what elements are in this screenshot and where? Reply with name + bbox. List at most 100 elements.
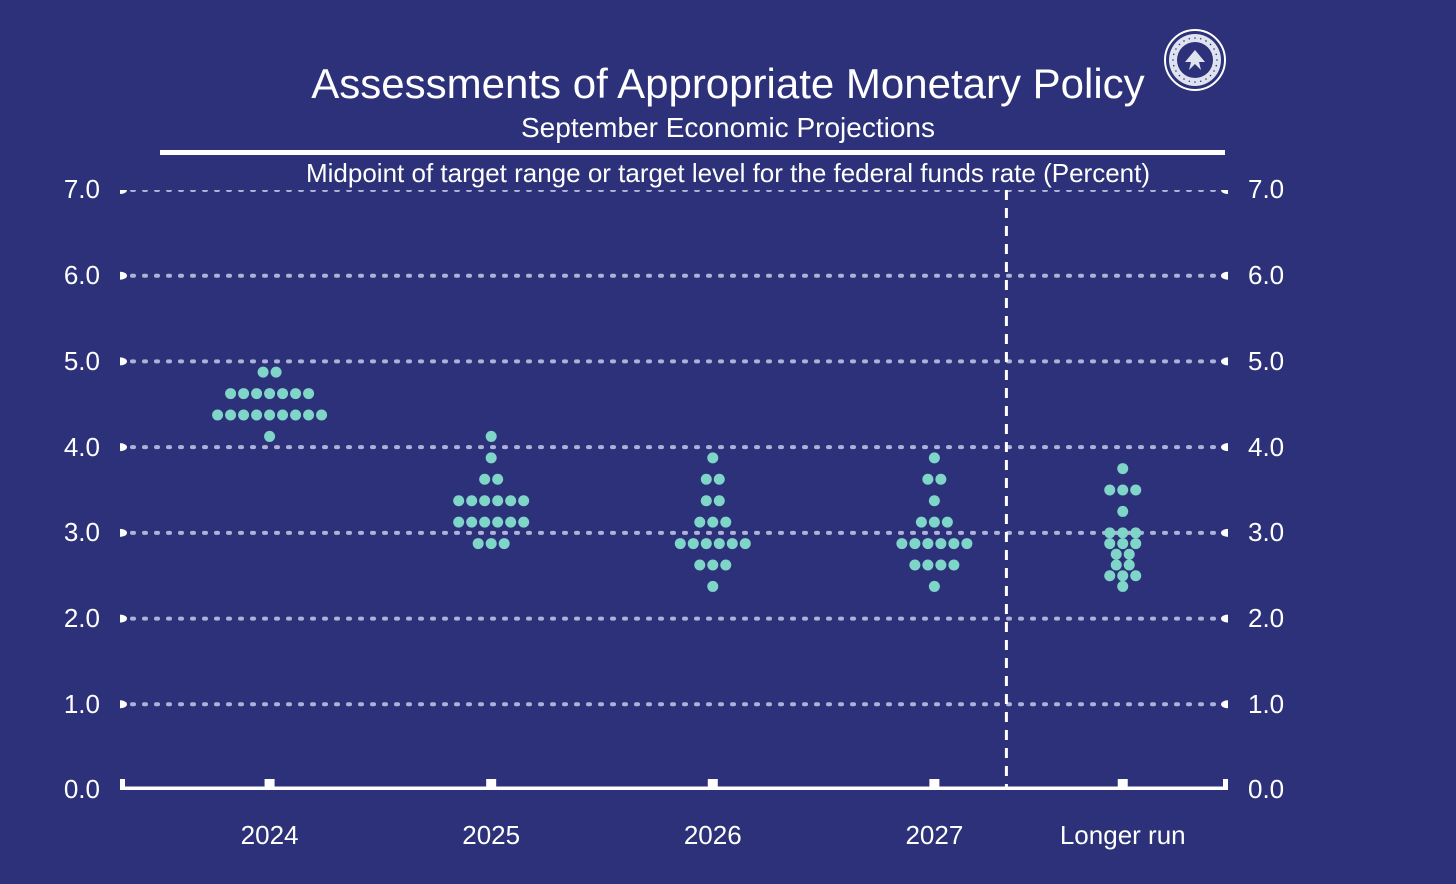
y-tick-label-right: 5.0 bbox=[1248, 346, 1284, 377]
dot bbox=[303, 410, 314, 421]
dot bbox=[290, 388, 301, 399]
dot bbox=[238, 388, 249, 399]
y-tick-label-right: 7.0 bbox=[1248, 174, 1284, 205]
y-tick-label-right: 2.0 bbox=[1248, 603, 1284, 634]
dot bbox=[1117, 506, 1128, 517]
dot bbox=[942, 517, 953, 528]
y-tick-label-right: 3.0 bbox=[1248, 517, 1284, 548]
dot bbox=[714, 495, 725, 506]
y-tick-label-left: 0.0 bbox=[50, 774, 100, 805]
dot bbox=[922, 538, 933, 549]
dot bbox=[277, 388, 288, 399]
dot bbox=[264, 431, 275, 442]
dot bbox=[258, 367, 269, 378]
dot bbox=[486, 431, 497, 442]
dot bbox=[271, 367, 282, 378]
dot bbox=[701, 474, 712, 485]
dot bbox=[264, 388, 275, 399]
dot bbox=[518, 495, 529, 506]
chart-axis-title: Midpoint of target range or target level… bbox=[0, 158, 1456, 189]
dot bbox=[1117, 538, 1128, 549]
dot bbox=[1104, 527, 1115, 538]
dot bbox=[316, 410, 327, 421]
dot bbox=[701, 495, 712, 506]
dot bbox=[486, 538, 497, 549]
dot bbox=[727, 538, 738, 549]
dot bbox=[720, 560, 731, 571]
dot bbox=[264, 410, 275, 421]
dot bbox=[453, 517, 464, 528]
chart-title: Assessments of Appropriate Monetary Poli… bbox=[0, 60, 1456, 108]
dot bbox=[701, 538, 712, 549]
federal-reserve-seal-icon bbox=[1161, 26, 1229, 94]
dot bbox=[948, 560, 959, 571]
dot bbox=[1124, 560, 1135, 571]
dot bbox=[909, 560, 920, 571]
y-tick-label-right: 1.0 bbox=[1248, 689, 1284, 720]
dot bbox=[1104, 570, 1115, 581]
dot bbox=[212, 410, 223, 421]
dot bbox=[1130, 527, 1141, 538]
dot bbox=[929, 495, 940, 506]
x-tick-label: 2025 bbox=[462, 820, 520, 851]
y-tick-label-left: 1.0 bbox=[50, 689, 100, 720]
dot bbox=[1117, 527, 1128, 538]
dot bbox=[1130, 485, 1141, 496]
dot bbox=[225, 410, 236, 421]
dot bbox=[909, 538, 920, 549]
dot bbox=[303, 388, 314, 399]
dot bbox=[929, 581, 940, 592]
dot bbox=[492, 495, 503, 506]
dot bbox=[492, 517, 503, 528]
y-tick-label-left: 5.0 bbox=[50, 346, 100, 377]
dot bbox=[1130, 570, 1141, 581]
x-tick-label: 2027 bbox=[905, 820, 963, 851]
chart-subtitle: September Economic Projections bbox=[0, 112, 1456, 144]
dot bbox=[466, 495, 477, 506]
dot bbox=[707, 581, 718, 592]
dot bbox=[492, 474, 503, 485]
dot bbox=[1117, 570, 1128, 581]
dot bbox=[466, 517, 477, 528]
dot bbox=[694, 560, 705, 571]
dot bbox=[505, 517, 516, 528]
dot bbox=[251, 388, 262, 399]
dot bbox=[935, 538, 946, 549]
dot bbox=[916, 517, 927, 528]
dot bbox=[1117, 485, 1128, 496]
dot bbox=[961, 538, 972, 549]
dot bbox=[1117, 581, 1128, 592]
dot bbox=[479, 495, 490, 506]
dot bbox=[1124, 549, 1135, 560]
dot bbox=[499, 538, 510, 549]
y-tick-label-left: 6.0 bbox=[50, 260, 100, 291]
dot bbox=[675, 538, 686, 549]
y-tick-label-left: 7.0 bbox=[50, 174, 100, 205]
y-tick-label-left: 2.0 bbox=[50, 603, 100, 634]
chart-container: Assessments of Appropriate Monetary Poli… bbox=[0, 0, 1456, 884]
dot bbox=[714, 474, 725, 485]
dot bbox=[1111, 549, 1122, 560]
dot bbox=[1104, 538, 1115, 549]
title-divider bbox=[160, 150, 1225, 155]
dot bbox=[505, 495, 516, 506]
dot bbox=[1130, 538, 1141, 549]
dot bbox=[896, 538, 907, 549]
dot bbox=[707, 517, 718, 528]
dot bbox=[688, 538, 699, 549]
y-tick-label-left: 4.0 bbox=[50, 432, 100, 463]
y-tick-label-left: 3.0 bbox=[50, 517, 100, 548]
y-tick-label-right: 0.0 bbox=[1248, 774, 1284, 805]
dot bbox=[720, 517, 731, 528]
y-tick-label-right: 6.0 bbox=[1248, 260, 1284, 291]
dot bbox=[251, 410, 262, 421]
dot bbox=[290, 410, 301, 421]
dot bbox=[1117, 463, 1128, 474]
dot bbox=[473, 538, 484, 549]
x-tick-label: Longer run bbox=[1060, 820, 1186, 851]
dot bbox=[707, 452, 718, 463]
dot bbox=[922, 474, 933, 485]
dot bbox=[1104, 485, 1115, 496]
dot bbox=[225, 388, 236, 399]
dot bbox=[518, 517, 529, 528]
